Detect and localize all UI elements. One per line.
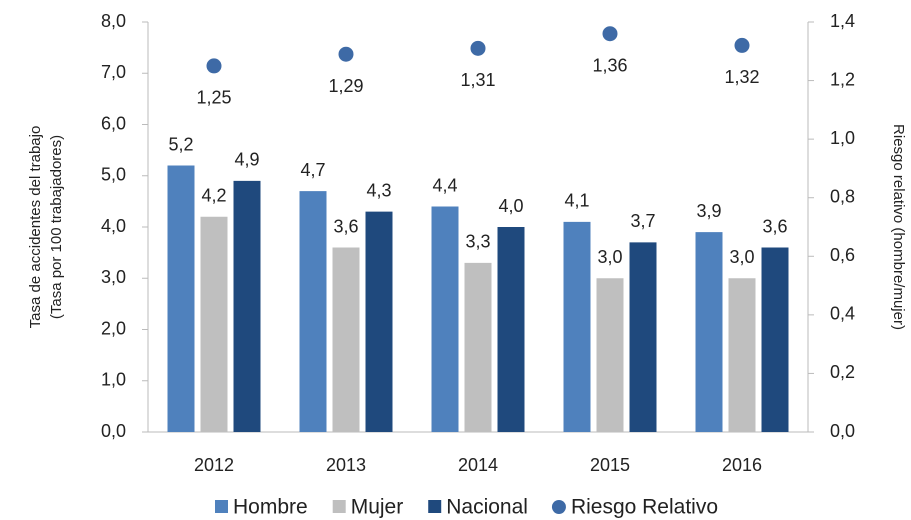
y-tick-label: 6,0 [101,113,126,133]
y-tick-label: 8,0 [101,11,126,31]
point [206,58,222,74]
data-label: 3,7 [630,211,655,231]
y-tick-label: 1,0 [101,370,126,390]
data-label: 1,32 [724,67,759,87]
y2-tick-label: 1,0 [830,128,855,148]
point [734,37,750,53]
data-label: 4,0 [498,196,523,216]
bar [299,191,327,432]
legend-swatch [428,500,442,513]
y-tick-label: 4,0 [101,216,126,236]
bar [695,232,723,432]
bar [761,247,789,432]
data-label: 4,9 [234,150,259,170]
y-axis-title: (Tasa por 100 trabajadores) [48,135,65,319]
point [470,40,486,56]
data-label: 1,36 [592,55,627,75]
y-tick-label: 2,0 [101,318,126,338]
x-tick-label: 2016 [722,455,762,475]
bar [200,216,228,432]
data-label: 3,6 [762,216,787,236]
data-label: 3,3 [465,232,490,252]
y2-axis-title: Riesgo relativo (hombre/mujer) [890,124,907,330]
bar [629,242,657,432]
y2-tick-label: 1,2 [830,69,855,89]
y2-tick-label: 0,0 [830,421,855,441]
bar [596,278,624,432]
legend-label: Riesgo Relativo [571,496,718,519]
data-label: 5,2 [168,134,193,154]
bar [563,221,591,432]
y2-tick-label: 0,4 [830,304,855,324]
bar [332,247,360,432]
legend-label: Mujer [351,496,404,519]
x-tick-label: 2015 [590,455,630,475]
legend-swatch [332,500,346,513]
y-axis-title: Tasa de accidentes del trabajo [27,126,44,329]
x-tick-label: 2013 [326,455,366,475]
data-label: 3,0 [729,247,754,267]
data-label: 4,4 [432,175,457,195]
data-label: 3,0 [597,247,622,267]
data-label: 3,9 [696,201,721,221]
legend-swatch [551,500,566,514]
data-label: 1,31 [460,70,495,90]
y2-tick-label: 0,8 [830,186,855,206]
bar [728,278,756,432]
point [602,26,618,42]
data-label: 1,29 [328,76,363,96]
bar [167,165,195,432]
bar [431,206,459,432]
legend-swatch [215,500,228,513]
bar [365,211,393,432]
y2-tick-label: 0,2 [830,362,855,382]
y-tick-label: 0,0 [101,421,126,441]
y2-tick-label: 0,6 [830,245,855,265]
y-tick-label: 3,0 [101,267,126,287]
point [338,46,354,62]
data-label: 4,2 [201,186,226,206]
y-tick-label: 7,0 [101,62,126,82]
bar [464,262,492,432]
data-label: 4,7 [300,160,325,180]
x-tick-label: 2014 [458,455,498,475]
bar [233,180,261,432]
x-tick-label: 2012 [194,455,234,475]
data-label: 4,1 [564,191,589,211]
legend-label: Nacional [446,496,528,519]
y-tick-label: 5,0 [101,165,126,185]
data-label: 1,25 [196,88,231,108]
data-label: 3,6 [333,216,358,236]
data-label: 4,3 [366,180,391,200]
bar [497,227,525,432]
legend-label: Hombre [233,496,308,519]
y2-tick-label: 1,4 [830,11,855,31]
